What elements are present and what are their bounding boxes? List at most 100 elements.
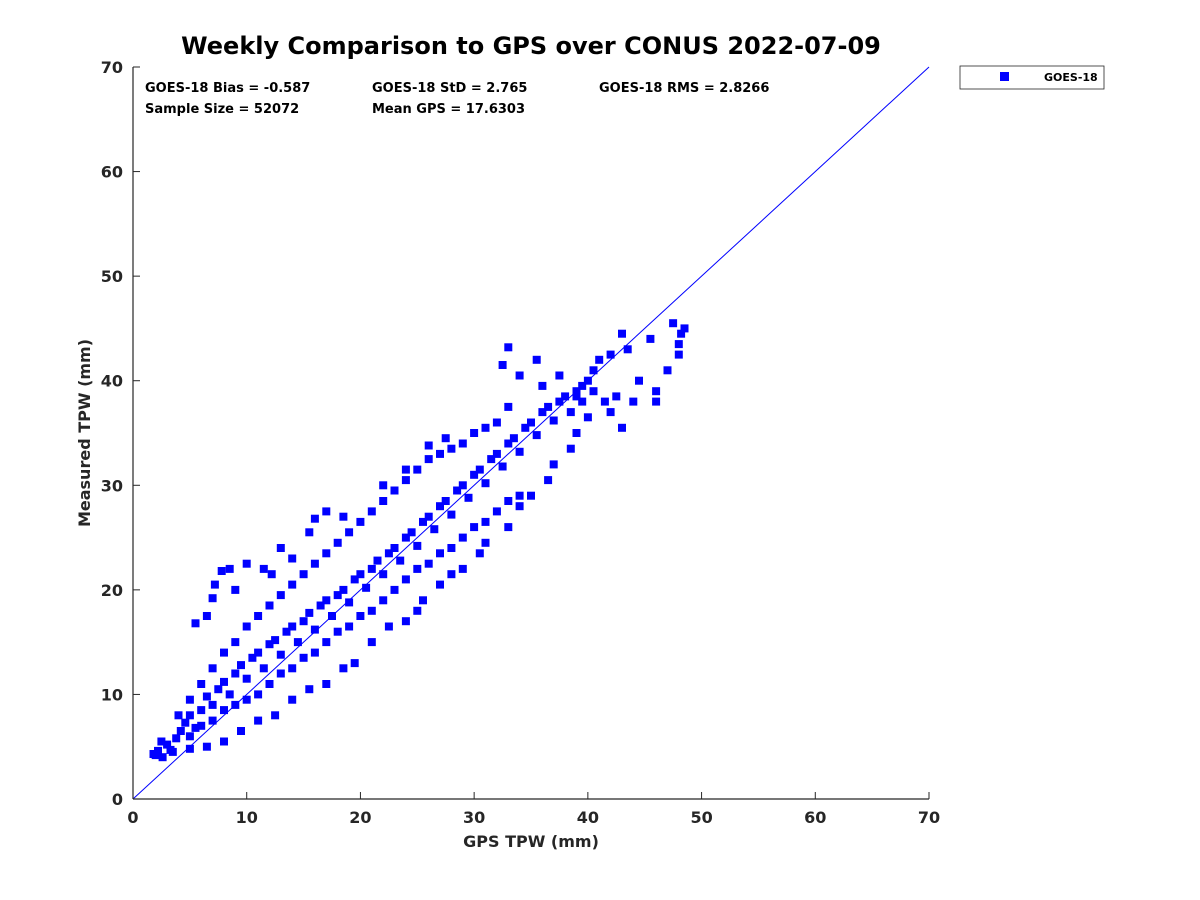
stat-rms: GOES-18 RMS = 2.8266	[599, 81, 769, 96]
data-point	[401, 465, 410, 474]
data-point	[181, 718, 190, 727]
data-point	[674, 350, 683, 359]
data-point	[379, 570, 388, 579]
data-point	[339, 512, 348, 521]
data-point	[220, 737, 228, 746]
data-point	[504, 343, 513, 352]
chart-title: Weekly Comparison to GPS over CONUS 2022…	[181, 32, 881, 60]
data-point	[458, 533, 467, 542]
data-point	[436, 549, 444, 558]
data-point	[282, 627, 291, 636]
data-point	[572, 392, 581, 401]
data-point	[635, 376, 643, 385]
data-point	[481, 479, 490, 488]
data-point	[407, 528, 416, 537]
data-point	[356, 612, 365, 620]
data-point	[424, 512, 433, 521]
data-point	[481, 423, 490, 432]
x-axis-label: GPS TPW (mm)	[463, 832, 599, 851]
data-point	[504, 402, 513, 411]
data-point	[276, 591, 285, 600]
data-point	[464, 493, 473, 502]
x-tick-label: 60	[804, 808, 826, 827]
data-point	[185, 732, 194, 741]
stat-bias: GOES-18 Bias = -0.587	[145, 81, 310, 96]
data-point	[299, 653, 308, 662]
data-point	[379, 596, 388, 605]
data-point	[242, 622, 251, 631]
data-point	[447, 510, 456, 519]
data-point	[202, 692, 211, 701]
data-point	[231, 585, 240, 594]
data-point	[345, 528, 354, 537]
data-point	[401, 575, 410, 584]
x-tick-label: 30	[463, 808, 485, 827]
data-point	[419, 517, 427, 526]
y-tick-label: 30	[101, 476, 123, 495]
data-point	[350, 659, 359, 668]
data-point	[254, 716, 263, 725]
data-point	[521, 423, 530, 432]
data-point	[276, 669, 285, 678]
data-point	[618, 329, 626, 338]
data-point	[185, 695, 194, 704]
stat-std: GOES-18 StD = 2.765	[372, 81, 527, 96]
y-tick-label: 10	[101, 685, 123, 704]
data-point	[242, 695, 251, 704]
data-point	[458, 564, 467, 573]
data-point	[322, 507, 331, 516]
data-point	[413, 564, 422, 573]
data-point	[441, 497, 450, 505]
data-point	[225, 564, 234, 573]
data-point	[265, 601, 274, 610]
legend-marker	[1000, 72, 1009, 81]
data-point	[481, 538, 490, 547]
data-point	[322, 549, 331, 558]
data-point	[237, 727, 245, 735]
data-point	[151, 751, 160, 760]
data-point	[367, 606, 376, 615]
data-point	[600, 397, 609, 406]
y-axis-label: Measured TPW (mm)	[75, 339, 94, 527]
data-point	[424, 441, 433, 450]
data-point	[674, 340, 683, 349]
data-point	[396, 556, 405, 565]
data-point	[254, 612, 263, 620]
data-point	[310, 625, 319, 634]
data-point	[646, 334, 655, 343]
data-point	[447, 544, 456, 552]
data-point	[680, 324, 689, 333]
data-point	[225, 690, 234, 699]
data-point	[458, 481, 467, 490]
y-tick-label: 40	[101, 372, 123, 391]
data-point	[220, 677, 228, 686]
data-point	[498, 361, 507, 369]
data-point	[549, 460, 558, 469]
data-point	[618, 423, 626, 432]
data-point	[561, 392, 570, 401]
data-point	[254, 690, 263, 699]
data-point	[447, 570, 456, 579]
data-point	[566, 408, 575, 417]
data-point	[492, 418, 501, 427]
stat-mean-gps: Mean GPS = 17.6303	[372, 102, 525, 117]
data-point	[549, 416, 558, 425]
y-ticks: 0 10 20 30 40 50 60 70	[101, 58, 140, 809]
data-point	[572, 429, 581, 437]
data-point	[373, 556, 382, 565]
data-point	[158, 753, 167, 762]
data-point	[367, 638, 376, 647]
data-point	[208, 700, 217, 709]
data-point	[595, 355, 604, 364]
y-tick-label: 0	[112, 790, 123, 809]
y-tick-label: 60	[101, 163, 123, 182]
y-tick-label: 70	[101, 58, 123, 77]
y-tick-label: 50	[101, 267, 123, 286]
data-point	[214, 685, 223, 694]
data-point	[538, 381, 547, 390]
data-point	[515, 502, 524, 511]
legend-box	[959, 65, 1105, 90]
data-point	[197, 680, 206, 688]
data-point	[339, 664, 348, 673]
